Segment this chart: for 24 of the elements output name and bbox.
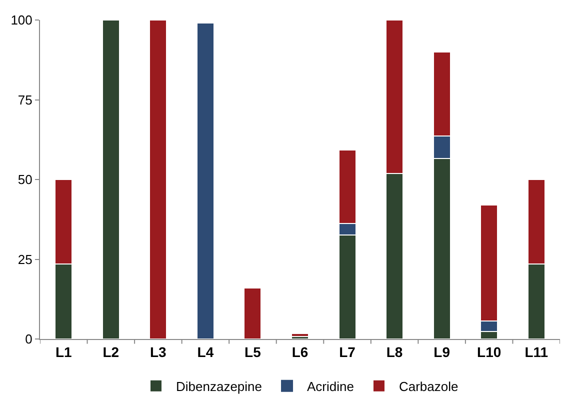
y-tick-label: 0 xyxy=(25,332,32,347)
bar xyxy=(102,20,120,339)
y-tick-label: 75 xyxy=(18,92,32,108)
bar xyxy=(290,332,310,337)
legend-label: Acridine xyxy=(307,378,354,394)
x-tick-label: L3 xyxy=(150,344,167,360)
legend-label: Dibenzazepine xyxy=(176,378,262,394)
y-tick-label: 25 xyxy=(18,252,32,267)
x-tick-label: L5 xyxy=(244,344,262,360)
x-tick-label: L1 xyxy=(55,344,72,360)
y-tick-label: 100 xyxy=(10,12,32,28)
x-tick-label: L2 xyxy=(102,344,120,360)
x-tick-label: L7 xyxy=(339,344,356,360)
x-tick-label: L11 xyxy=(524,344,548,360)
bar xyxy=(196,22,214,339)
legend-label: Carbazole xyxy=(398,378,458,394)
y-tick-label: 50 xyxy=(18,172,32,188)
x-tick-label: L10 xyxy=(477,344,502,360)
x-tick-label: L8 xyxy=(386,344,403,360)
bar xyxy=(244,287,262,339)
x-tick-label: L4 xyxy=(197,344,214,360)
bar xyxy=(149,20,168,339)
x-tick-label: L6 xyxy=(292,344,308,360)
x-tick-label: L9 xyxy=(434,344,450,360)
